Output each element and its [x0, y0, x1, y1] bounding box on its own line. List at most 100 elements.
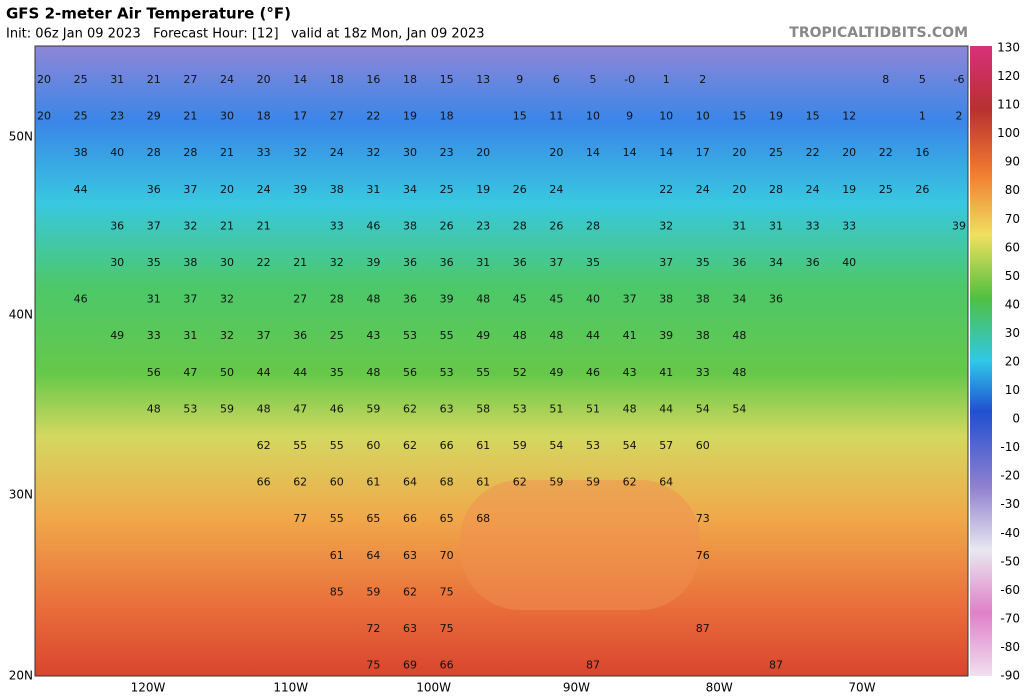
temperature-label: 33: [696, 366, 710, 379]
temperature-label: 41: [659, 366, 673, 379]
temperature-label: 18: [440, 110, 454, 123]
temperature-label: 22: [806, 146, 820, 159]
temperature-label: 5: [919, 73, 926, 86]
temperature-label: 45: [513, 293, 527, 306]
temperature-label: 25: [330, 329, 344, 342]
temperature-label: 30: [110, 256, 124, 269]
temperature-label: 48: [366, 366, 380, 379]
temperature-label: 49: [476, 329, 490, 342]
longitude-label: 120W: [131, 681, 166, 695]
temperature-label: 61: [476, 439, 490, 452]
temperature-label: 75: [440, 622, 454, 635]
temperature-label: 75: [366, 659, 380, 672]
temperature-label: 20: [732, 183, 746, 196]
temperature-label: 22: [366, 110, 380, 123]
temperature-label: 54: [732, 402, 746, 415]
temperature-label: 46: [74, 293, 88, 306]
temperature-label: 73: [696, 512, 710, 525]
credit: TROPICALTIDBITS.COM: [789, 25, 968, 41]
colorbar-label: 20: [1005, 355, 1020, 369]
temperature-label: 38: [659, 293, 673, 306]
temperature-label: 37: [549, 256, 563, 269]
temperature-label: 34: [769, 256, 783, 269]
temperature-label: 20: [37, 110, 51, 123]
temperature-label: 35: [330, 366, 344, 379]
temperature-label: 53: [513, 402, 527, 415]
temperature-label: 20: [732, 146, 746, 159]
temperature-label: 43: [623, 366, 637, 379]
temperature-label: 44: [257, 366, 271, 379]
longitude-label: 100W: [416, 681, 451, 695]
temperature-label: 31: [769, 219, 783, 232]
temperature-label: 22: [257, 256, 271, 269]
temperature-label: 31: [732, 219, 746, 232]
temperature-label: 36: [147, 183, 161, 196]
temperature-label: 32: [220, 329, 234, 342]
temperature-label: 48: [732, 329, 746, 342]
temperature-label: 68: [440, 476, 454, 489]
map-frame: [34, 45, 969, 677]
temperature-label: 46: [366, 219, 380, 232]
latitude-label: 30N: [9, 488, 33, 502]
temperature-label: 28: [183, 146, 197, 159]
temperature-label: 38: [183, 256, 197, 269]
temperature-label: 39: [366, 256, 380, 269]
temperature-label: 32: [659, 219, 673, 232]
temperature-label: 20: [37, 73, 51, 86]
temperature-label: 54: [549, 439, 563, 452]
temperature-label: 24: [257, 183, 271, 196]
colorbar-label: 40: [1005, 297, 1020, 311]
temperature-label: 47: [293, 402, 307, 415]
temperature-label: 36: [732, 256, 746, 269]
temperature-label: 62: [403, 402, 417, 415]
temperature-label: 18: [403, 73, 417, 86]
temperature-label: 36: [293, 329, 307, 342]
temperature-label: 64: [366, 549, 380, 562]
temperature-label: 14: [623, 146, 637, 159]
temperature-label: 28: [769, 183, 783, 196]
temperature-label: 32: [366, 146, 380, 159]
temperature-label: 28: [147, 146, 161, 159]
temperature-label: 37: [257, 329, 271, 342]
colorbar-label: -10: [1000, 440, 1020, 454]
temperature-label: 33: [806, 219, 820, 232]
colorbar-label: -40: [1000, 526, 1020, 540]
temperature-label: 39: [440, 293, 454, 306]
temperature-label: 60: [366, 439, 380, 452]
gulf: [460, 480, 700, 610]
temperature-label: 19: [403, 110, 417, 123]
temperature-label: 36: [769, 293, 783, 306]
temperature-label: 10: [659, 110, 673, 123]
temperature-label: 21: [220, 219, 234, 232]
temperature-label: 59: [586, 476, 600, 489]
temperature-label: 26: [513, 183, 527, 196]
temperature-label: 35: [696, 256, 710, 269]
temperature-label: 53: [440, 366, 454, 379]
temperature-label: 24: [549, 183, 563, 196]
temperature-label: 14: [659, 146, 673, 159]
temperature-label: 36: [403, 293, 417, 306]
temperature-label: 55: [476, 366, 490, 379]
temperature-label: 24: [330, 146, 344, 159]
temperature-label: 48: [513, 329, 527, 342]
temperature-label: 62: [293, 476, 307, 489]
temperature-label: 87: [769, 659, 783, 672]
temperature-label: 40: [842, 256, 856, 269]
temperature-label: 47: [183, 366, 197, 379]
temperature-label: 63: [403, 622, 417, 635]
longitude-label: 90W: [563, 681, 590, 695]
temperature-label: 19: [476, 183, 490, 196]
temperature-label: 20: [257, 73, 271, 86]
temperature-label: 21: [220, 146, 234, 159]
temperature-label: 63: [440, 402, 454, 415]
temperature-label: 62: [257, 439, 271, 452]
colorbar-label: -90: [1000, 669, 1020, 683]
temperature-label: 27: [293, 293, 307, 306]
title: GFS 2-meter Air Temperature (°F): [6, 5, 291, 23]
temperature-label: 1: [663, 73, 670, 86]
temperature-label: 34: [732, 293, 746, 306]
temperature-label: 2: [956, 110, 963, 123]
temperature-label: 10: [696, 110, 710, 123]
temperature-label: 65: [366, 512, 380, 525]
